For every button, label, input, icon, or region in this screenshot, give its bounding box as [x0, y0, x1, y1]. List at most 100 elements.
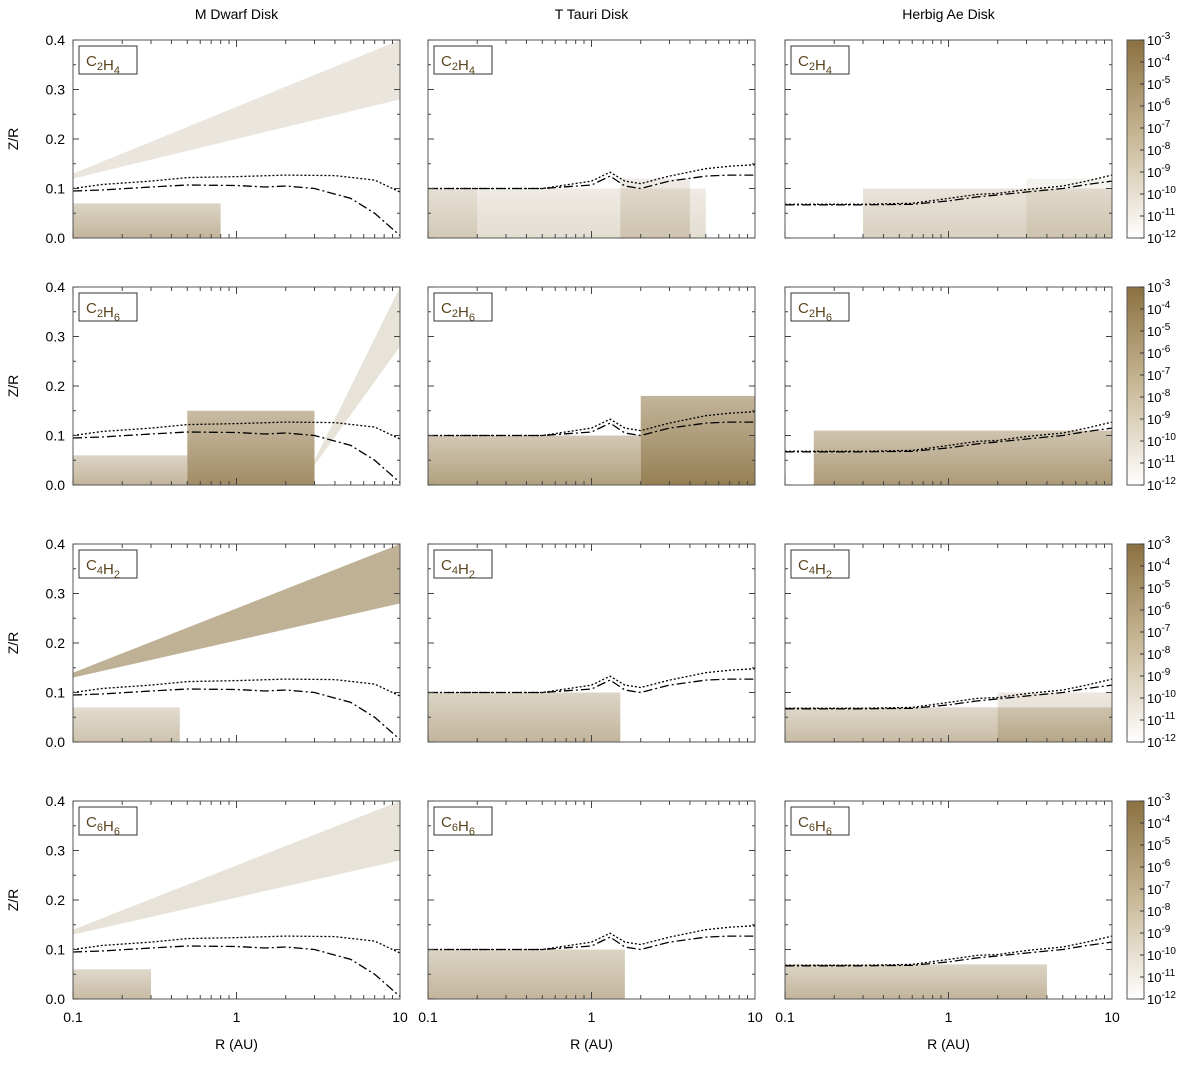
colorbar-base: 10 [1147, 647, 1161, 662]
panel: C2H4 [427, 39, 756, 239]
species-atom: C [86, 814, 97, 831]
colorbar-exponent: -6 [1161, 344, 1170, 355]
colorbar-tick-label: 10-4 [1147, 53, 1171, 70]
colorbar-tick-label: 10-9 [1147, 667, 1171, 684]
species-atom: H [815, 818, 826, 835]
y-tick-label: 0.4 [46, 32, 66, 48]
colorbar-base: 10 [1147, 121, 1161, 136]
colorbar-tick-label: 10-11 [1147, 207, 1176, 224]
dashdot-line [72, 184, 401, 236]
species-box [78, 45, 138, 75]
colorbar-exponent: -6 [1161, 858, 1170, 869]
x-tick-label: 10 [747, 1009, 763, 1025]
y-tick-label: 0.4 [46, 279, 66, 295]
dashdot-line [72, 431, 401, 483]
colorbar [1126, 543, 1145, 743]
species-label: C4H2 [798, 557, 832, 581]
species-box [433, 45, 493, 75]
colorbar-exponent: -4 [1161, 557, 1170, 568]
colorbar-tick-label: 10-3 [1147, 278, 1171, 295]
y-tick-label: 0.0 [46, 230, 66, 246]
species-atom: C [441, 53, 452, 70]
y-tick-label: 0.1 [46, 181, 66, 197]
species-label: C6H6 [798, 814, 832, 838]
x-tick-label: 0.1 [418, 1009, 438, 1025]
colorbar-tick-label: 10-8 [1147, 902, 1171, 919]
colorbar [1126, 800, 1145, 1000]
colorbar-base: 10 [1147, 324, 1161, 339]
colorbar-tick-label: 10-10 [1147, 946, 1176, 963]
colorbar-tick-label: 10-12 [1147, 990, 1176, 1007]
colorbar-exponent: -5 [1161, 322, 1170, 333]
colorbar-tick-label: 10-3 [1147, 535, 1171, 552]
abundance-region [428, 692, 621, 742]
colorbar-exponent: -7 [1161, 880, 1170, 891]
species-atom: H [458, 304, 469, 321]
colorbar-exponent: -5 [1161, 579, 1170, 590]
species-subscript: 2 [809, 61, 815, 73]
colorbar-exponent: -9 [1161, 667, 1170, 678]
colorbar-exponent: -10 [1161, 689, 1176, 700]
species-atom: C [798, 814, 809, 831]
panel: C6H6 [784, 800, 1113, 1000]
y-tick-label: 0.2 [46, 635, 66, 651]
y-tick-label: 0.0 [46, 991, 66, 1007]
column-title: T Tauri Disk [555, 6, 629, 22]
dotted-line [72, 174, 401, 193]
y-tick-label: 0.1 [46, 685, 66, 701]
colorbar-tick-label: 10-6 [1147, 97, 1171, 114]
species-subscript: 6 [114, 826, 120, 838]
species-subscript: 2 [809, 308, 815, 320]
species-atom: C [86, 300, 97, 317]
column-title: M Dwarf Disk [195, 6, 279, 22]
colorbar-exponent: -3 [1161, 31, 1170, 42]
species-atom: H [103, 304, 114, 321]
x-tick-label: 10 [392, 1009, 408, 1025]
colorbar-tick-label: 10-4 [1147, 814, 1171, 831]
y-axis-label: Z/R [5, 889, 21, 912]
y-tick-label: 0.4 [46, 793, 66, 809]
species-box [78, 292, 138, 322]
species-atom: C [798, 53, 809, 70]
colorbar-tick-label: 10-9 [1147, 410, 1171, 427]
species-atom: H [458, 818, 469, 835]
colorbar-exponent: -5 [1161, 75, 1170, 86]
colorbar-tick-label: 10-7 [1147, 366, 1171, 383]
y-tick-label: 0.0 [46, 477, 66, 493]
species-box [78, 806, 138, 836]
colorbar-base: 10 [1147, 209, 1161, 224]
colorbar-base: 10 [1147, 669, 1161, 684]
abundance-region [73, 203, 221, 238]
colorbar-exponent: -12 [1161, 990, 1176, 1001]
colorbar-tick-label: 10-11 [1147, 968, 1176, 985]
species-atom: C [441, 300, 452, 317]
x-tick-label: 1 [233, 1009, 241, 1025]
colorbar-base: 10 [1147, 904, 1161, 919]
dotted-line [428, 668, 756, 694]
species-box [433, 806, 493, 836]
colorbar-tick-label: 10-4 [1147, 300, 1171, 317]
colorbar-exponent: -8 [1161, 141, 1170, 152]
colorbar-base: 10 [1147, 794, 1161, 809]
dashdot-line [72, 945, 401, 997]
x-axis-label: R (AU) [570, 1036, 613, 1052]
species-subscript: 6 [826, 826, 832, 838]
y-tick-label: 0.3 [46, 82, 66, 98]
colorbar-exponent: -10 [1161, 185, 1176, 196]
y-tick-label: 0.1 [46, 942, 66, 958]
colorbar-exponent: -10 [1161, 432, 1176, 443]
colorbar-base: 10 [1147, 280, 1161, 295]
colorbar-exponent: -3 [1161, 792, 1170, 803]
species-box [790, 292, 850, 322]
colorbar-tick-label: 10-6 [1147, 344, 1171, 361]
panel: C2H4 [72, 39, 401, 239]
colorbar-exponent: -8 [1161, 388, 1170, 399]
dashdot-line [428, 935, 755, 951]
dashdot-line [785, 180, 1113, 206]
abundance-region [997, 692, 1112, 742]
species-atom: H [103, 561, 114, 578]
y-tick-label: 0.4 [46, 536, 66, 552]
y-tick-label: 0.3 [46, 586, 66, 602]
dashdot-line [428, 678, 755, 694]
